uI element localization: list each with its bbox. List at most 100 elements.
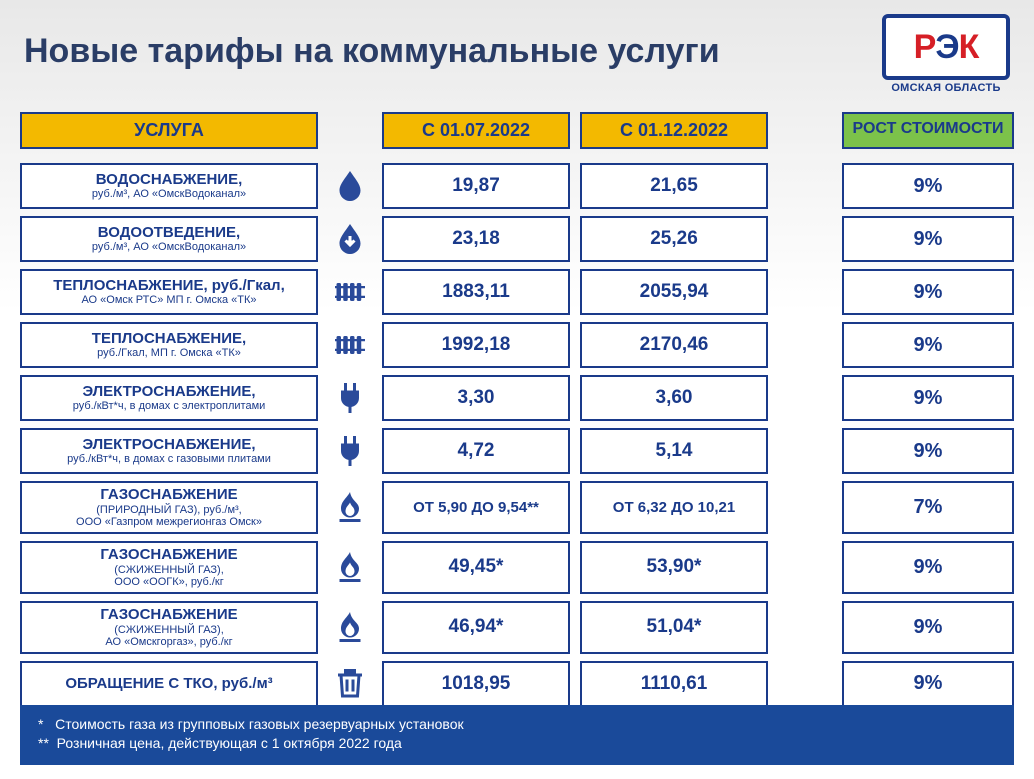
price-period1: 1018,95 — [382, 661, 570, 707]
growth-cell: 7% — [842, 481, 1014, 534]
growth-value: 9% — [914, 281, 943, 304]
header-icon-spacer — [328, 112, 372, 149]
radiator-icon — [328, 322, 372, 368]
price-period2: 5,14 — [580, 428, 768, 474]
logo-letter-k: К — [959, 28, 979, 66]
service-subtitle: руб./Гкал, МП г. Омска «ТК» — [97, 347, 241, 359]
growth-value: 7% — [914, 496, 943, 519]
growth-cell: 9% — [842, 375, 1014, 421]
footnotes: * Стоимость газа из групповых газовых ре… — [20, 705, 1014, 765]
plug-icon — [328, 375, 372, 421]
price-period2: 53,90* — [580, 541, 768, 594]
radiator-icon — [328, 269, 372, 315]
price-period2: 51,04* — [580, 601, 768, 654]
service-subtitle: (ПРИРОДНЫЙ ГАЗ), руб./м³, ООО «Газпром м… — [76, 504, 262, 528]
price-value: 3,60 — [656, 387, 693, 409]
growth-cell: 9% — [842, 269, 1014, 315]
price-period2: 1110,61 — [580, 661, 768, 707]
flame-icon — [328, 541, 372, 594]
logo-subtitle: ОМСКАЯ ОБЛАСТЬ — [882, 82, 1010, 94]
service-title: ТЕПЛОСНАБЖЕНИЕ, — [92, 331, 246, 347]
growth-value: 9% — [914, 387, 943, 410]
price-value: 46,94* — [449, 616, 504, 638]
growth-value: 9% — [914, 440, 943, 463]
table-row: ГАЗОСНАБЖЕНИЕ(СЖИЖЕННЫЙ ГАЗ), АО «Омскго… — [20, 601, 1014, 654]
price-period1: 49,45* — [382, 541, 570, 594]
price-value: 5,14 — [656, 440, 693, 462]
price-value: ОТ 6,32 ДО 10,21 — [613, 499, 735, 516]
growth-value: 9% — [914, 228, 943, 251]
price-value: 1992,18 — [442, 334, 511, 356]
service-subtitle: руб./кВт*ч, в домах с электроплитами — [73, 400, 266, 412]
service-subtitle: АО «Омск РТС» МП г. Омска «ТК» — [81, 294, 256, 306]
footnote-2: ** Розничная цена, действующая с 1 октяб… — [38, 734, 996, 753]
table-row: ВОДОСНАБЖЕНИЕ,руб./м³, АО «ОмскВодоканал… — [20, 163, 1014, 209]
growth-value: 9% — [914, 556, 943, 579]
price-period1: 1992,18 — [382, 322, 570, 368]
price-value: 21,65 — [650, 175, 698, 197]
service-cell: ОБРАЩЕНИЕ С ТКО, руб./м³ — [20, 661, 318, 707]
price-period2: 2170,46 — [580, 322, 768, 368]
service-subtitle: руб./м³, АО «ОмскВодоканал» — [92, 241, 246, 253]
tariff-table: УСЛУГА С 01.07.2022 С 01.12.2022 РОСТ СТ… — [20, 112, 1014, 714]
footnote-1: * Стоимость газа из групповых газовых ре… — [38, 715, 996, 734]
growth-cell: 9% — [842, 661, 1014, 707]
price-value: ОТ 5,90 ДО 9,54** — [413, 499, 539, 516]
price-value: 23,18 — [452, 228, 500, 250]
table-row: ГАЗОСНАБЖЕНИЕ(СЖИЖЕННЫЙ ГАЗ), ООО «ООГК»… — [20, 541, 1014, 594]
price-period1: 1883,11 — [382, 269, 570, 315]
table-row: ВОДООТВЕДЕНИЕ,руб./м³, АО «ОмскВодоканал… — [20, 216, 1014, 262]
price-value: 51,04* — [647, 616, 702, 638]
service-cell: ТЕПЛОСНАБЖЕНИЕ,руб./Гкал, МП г. Омска «Т… — [20, 322, 318, 368]
table-header-row: УСЛУГА С 01.07.2022 С 01.12.2022 РОСТ СТ… — [20, 112, 1014, 149]
price-period2: 25,26 — [580, 216, 768, 262]
growth-value: 9% — [914, 334, 943, 357]
price-value: 25,26 — [650, 228, 698, 250]
table-row: ГАЗОСНАБЖЕНИЕ(ПРИРОДНЫЙ ГАЗ), руб./м³, О… — [20, 481, 1014, 534]
service-title: ВОДООТВЕДЕНИЕ, — [98, 225, 240, 241]
header-period2: С 01.12.2022 — [580, 112, 768, 149]
price-value: 19,87 — [452, 175, 500, 197]
logo: РЭК ОМСКАЯ ОБЛАСТЬ — [882, 14, 1010, 94]
table-row: ТЕПЛОСНАБЖЕНИЕ,руб./Гкал, МП г. Омска «Т… — [20, 322, 1014, 368]
service-cell: ГАЗОСНАБЖЕНИЕ(СЖИЖЕННЫЙ ГАЗ), ООО «ООГК»… — [20, 541, 318, 594]
service-title: ТЕПЛОСНАБЖЕНИЕ, руб./Гкал, — [53, 278, 285, 294]
price-period1: 19,87 — [382, 163, 570, 209]
service-subtitle: (СЖИЖЕННЫЙ ГАЗ), АО «Омскгоргаз», руб./к… — [105, 624, 232, 648]
service-cell: ВОДООТВЕДЕНИЕ,руб./м³, АО «ОмскВодоканал… — [20, 216, 318, 262]
growth-value: 9% — [914, 672, 943, 695]
logo-letter-e: Э — [935, 28, 958, 66]
price-period1: 46,94* — [382, 601, 570, 654]
logo-text: РЭК — [914, 28, 979, 67]
service-subtitle: руб./м³, АО «ОмскВодоканал» — [92, 188, 246, 200]
price-value: 4,72 — [458, 440, 495, 462]
service-cell: ЭЛЕКТРОСНАБЖЕНИЕ,руб./кВт*ч, в домах с э… — [20, 375, 318, 421]
service-cell: ГАЗОСНАБЖЕНИЕ(СЖИЖЕННЫЙ ГАЗ), АО «Омскго… — [20, 601, 318, 654]
service-title: ГАЗОСНАБЖЕНИЕ — [100, 607, 237, 623]
price-period2: 3,60 — [580, 375, 768, 421]
growth-value: 9% — [914, 616, 943, 639]
price-value: 1883,11 — [442, 281, 510, 303]
service-subtitle: (СЖИЖЕННЫЙ ГАЗ), ООО «ООГК», руб./кг — [114, 564, 224, 588]
price-period1: 4,72 — [382, 428, 570, 474]
price-value: 3,30 — [458, 387, 495, 409]
price-value: 1110,61 — [641, 673, 708, 695]
logo-letter-r: Р — [914, 28, 936, 66]
service-title: ЭЛЕКТРОСНАБЖЕНИЕ, — [82, 384, 255, 400]
service-title: ЭЛЕКТРОСНАБЖЕНИЕ, — [82, 437, 255, 453]
growth-cell: 9% — [842, 428, 1014, 474]
table-row: ТЕПЛОСНАБЖЕНИЕ, руб./Гкал,АО «Омск РТС» … — [20, 269, 1014, 315]
flame-icon — [328, 481, 372, 534]
growth-value: 9% — [914, 175, 943, 198]
growth-cell: 9% — [842, 601, 1014, 654]
service-title: ГАЗОСНАБЖЕНИЕ — [100, 487, 237, 503]
service-title: ГАЗОСНАБЖЕНИЕ — [100, 547, 237, 563]
service-cell: ВОДОСНАБЖЕНИЕ,руб./м³, АО «ОмскВодоканал… — [20, 163, 318, 209]
growth-cell: 9% — [842, 541, 1014, 594]
plug-icon — [328, 428, 372, 474]
price-value: 2055,94 — [640, 281, 709, 303]
flame-icon — [328, 601, 372, 654]
price-period1: 23,18 — [382, 216, 570, 262]
service-cell: ЭЛЕКТРОСНАБЖЕНИЕ,руб./кВт*ч, в домах с г… — [20, 428, 318, 474]
service-title: ОБРАЩЕНИЕ С ТКО, руб./м³ — [65, 676, 272, 692]
